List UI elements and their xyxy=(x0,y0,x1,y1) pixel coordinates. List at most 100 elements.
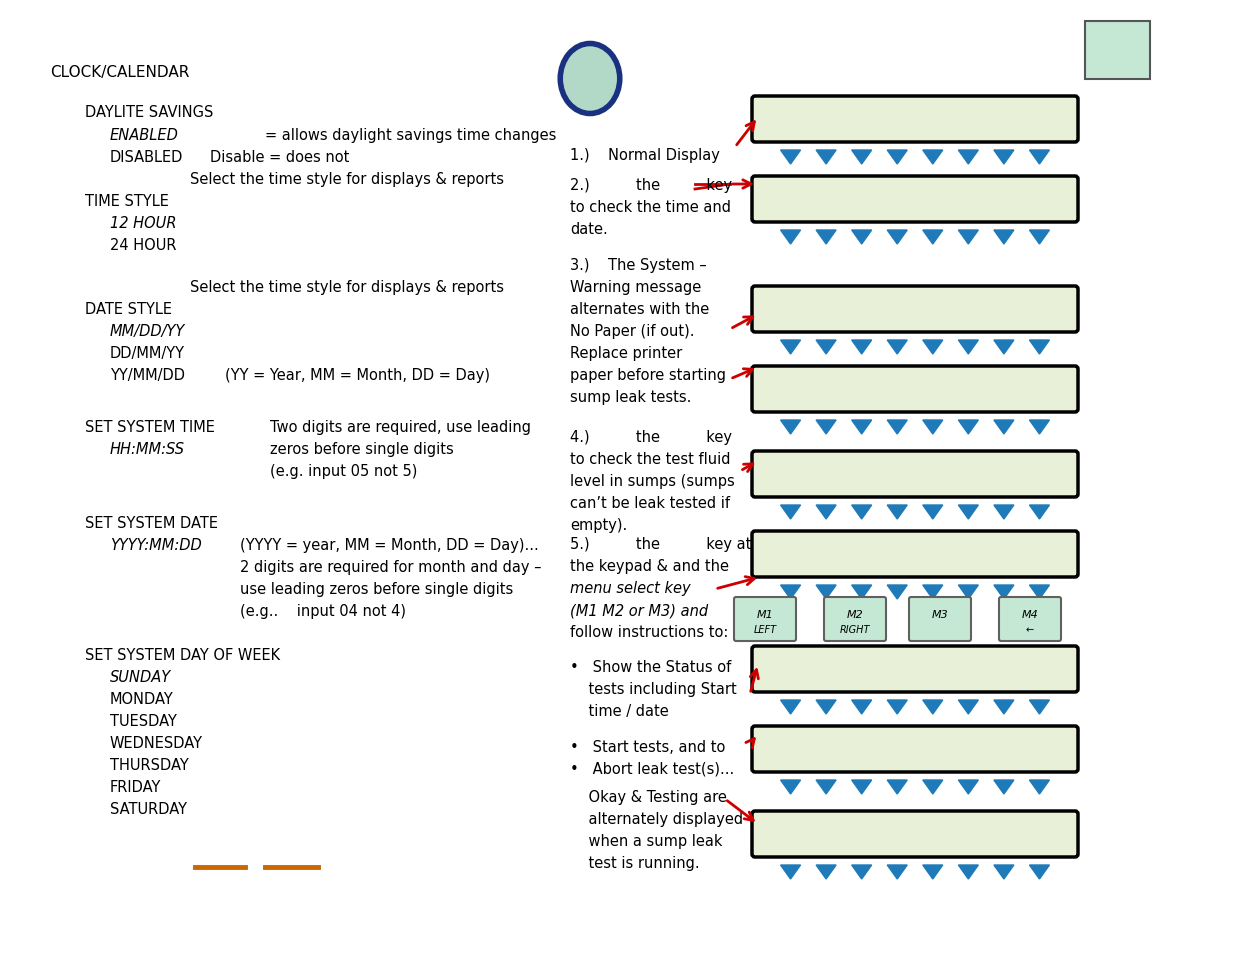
Polygon shape xyxy=(887,340,908,355)
Polygon shape xyxy=(781,151,800,165)
Polygon shape xyxy=(994,420,1014,435)
Text: HH:MM:SS: HH:MM:SS xyxy=(110,441,185,456)
Polygon shape xyxy=(887,700,908,714)
FancyBboxPatch shape xyxy=(999,598,1061,641)
Text: ←: ← xyxy=(1026,624,1034,635)
Text: the keypad & and the: the keypad & and the xyxy=(571,558,729,574)
Polygon shape xyxy=(781,585,800,599)
Polygon shape xyxy=(781,700,800,714)
Text: can’t be leak tested if: can’t be leak tested if xyxy=(571,496,730,511)
Text: 4.)          the          key: 4.) the key xyxy=(571,430,732,444)
Polygon shape xyxy=(781,231,800,245)
Text: WEDNESDAY: WEDNESDAY xyxy=(110,735,203,750)
Polygon shape xyxy=(887,505,908,519)
Polygon shape xyxy=(1030,420,1050,435)
Ellipse shape xyxy=(561,45,620,114)
Text: level in sumps (sumps: level in sumps (sumps xyxy=(571,474,735,489)
Text: Okay & Testing are: Okay & Testing are xyxy=(571,789,727,804)
FancyBboxPatch shape xyxy=(752,367,1078,413)
FancyBboxPatch shape xyxy=(734,598,797,641)
Polygon shape xyxy=(852,865,872,879)
Polygon shape xyxy=(994,585,1014,599)
Text: 2 digits are required for month and day –: 2 digits are required for month and day … xyxy=(240,559,541,575)
Polygon shape xyxy=(781,781,800,794)
Text: Select the time style for displays & reports: Select the time style for displays & rep… xyxy=(190,280,504,294)
Text: use leading zeros before single digits: use leading zeros before single digits xyxy=(240,581,514,597)
Text: date.: date. xyxy=(571,222,608,236)
Polygon shape xyxy=(1030,505,1050,519)
Text: 3.)    The System –: 3.) The System – xyxy=(571,257,706,273)
Text: Select the time style for displays & reports: Select the time style for displays & rep… xyxy=(190,172,504,187)
Text: •   Start tests, and to: • Start tests, and to xyxy=(571,740,725,754)
Polygon shape xyxy=(1030,340,1050,355)
Polygon shape xyxy=(1030,585,1050,599)
Polygon shape xyxy=(1030,231,1050,245)
Text: Disable = does not: Disable = does not xyxy=(210,150,350,165)
Polygon shape xyxy=(923,700,942,714)
FancyBboxPatch shape xyxy=(909,598,971,641)
Text: M2: M2 xyxy=(847,609,863,619)
Text: Two digits are required, use leading: Two digits are required, use leading xyxy=(270,419,531,435)
Polygon shape xyxy=(887,420,908,435)
Polygon shape xyxy=(994,151,1014,165)
Polygon shape xyxy=(852,585,872,599)
Text: paper before starting: paper before starting xyxy=(571,368,726,382)
Text: LEFT: LEFT xyxy=(753,624,777,635)
Polygon shape xyxy=(852,420,872,435)
Polygon shape xyxy=(816,505,836,519)
Polygon shape xyxy=(958,865,978,879)
Text: Warning message: Warning message xyxy=(571,280,701,294)
FancyBboxPatch shape xyxy=(752,287,1078,333)
Text: M1: M1 xyxy=(757,609,773,619)
Text: M4: M4 xyxy=(1021,609,1039,619)
Text: sump leak tests.: sump leak tests. xyxy=(571,390,692,405)
Polygon shape xyxy=(887,585,908,599)
Polygon shape xyxy=(816,865,836,879)
FancyBboxPatch shape xyxy=(752,177,1078,223)
FancyBboxPatch shape xyxy=(752,646,1078,692)
Polygon shape xyxy=(887,865,908,879)
Text: SET SYSTEM DATE: SET SYSTEM DATE xyxy=(85,516,219,531)
Polygon shape xyxy=(958,340,978,355)
Polygon shape xyxy=(994,231,1014,245)
Polygon shape xyxy=(923,585,942,599)
Text: = allows daylight savings time changes: = allows daylight savings time changes xyxy=(266,128,557,143)
Polygon shape xyxy=(994,781,1014,794)
Polygon shape xyxy=(923,231,942,245)
Polygon shape xyxy=(781,420,800,435)
Polygon shape xyxy=(958,700,978,714)
Polygon shape xyxy=(816,231,836,245)
Polygon shape xyxy=(923,865,942,879)
Text: DAYLITE SAVINGS: DAYLITE SAVINGS xyxy=(85,105,214,120)
Polygon shape xyxy=(816,585,836,599)
Polygon shape xyxy=(923,340,942,355)
Polygon shape xyxy=(958,231,978,245)
Polygon shape xyxy=(816,700,836,714)
Polygon shape xyxy=(852,781,872,794)
Text: alternates with the: alternates with the xyxy=(571,302,709,316)
Text: CLOCK/CALENDAR: CLOCK/CALENDAR xyxy=(49,65,189,80)
Text: DISABLED: DISABLED xyxy=(110,150,183,165)
Text: 1.)    Normal Display: 1.) Normal Display xyxy=(571,148,720,163)
Polygon shape xyxy=(1030,781,1050,794)
Polygon shape xyxy=(958,420,978,435)
Text: (e.g..    input 04 not 4): (e.g.. input 04 not 4) xyxy=(240,603,406,618)
Polygon shape xyxy=(816,340,836,355)
Text: menu select key: menu select key xyxy=(571,580,690,596)
Text: SUNDAY: SUNDAY xyxy=(110,669,172,684)
Text: 12 HOUR: 12 HOUR xyxy=(110,215,177,231)
Polygon shape xyxy=(958,151,978,165)
Text: zeros before single digits: zeros before single digits xyxy=(270,441,453,456)
Text: MONDAY: MONDAY xyxy=(110,691,174,706)
Polygon shape xyxy=(958,585,978,599)
Text: SET SYSTEM TIME: SET SYSTEM TIME xyxy=(85,419,215,435)
FancyBboxPatch shape xyxy=(752,452,1078,497)
Text: test is running.: test is running. xyxy=(571,855,699,870)
Polygon shape xyxy=(887,231,908,245)
Polygon shape xyxy=(852,231,872,245)
Polygon shape xyxy=(816,420,836,435)
Text: 2.)          the          key: 2.) the key xyxy=(571,178,732,193)
Text: (M1 M2 or M3) and: (M1 M2 or M3) and xyxy=(571,602,708,618)
Polygon shape xyxy=(1030,865,1050,879)
FancyBboxPatch shape xyxy=(752,532,1078,578)
